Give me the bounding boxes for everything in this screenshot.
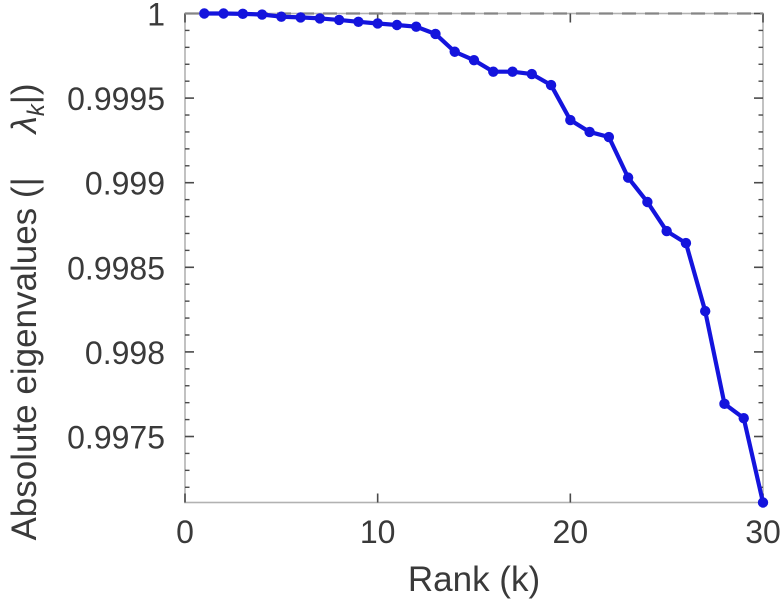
data-point-marker [218,8,229,19]
x-tick-label: 30 [745,514,781,550]
data-point-marker [622,172,634,183]
data-point-marker [468,55,480,66]
data-point-marker [430,28,441,40]
x-axis-label: Rank (k) [407,560,541,599]
data-point-marker [333,14,345,26]
data-point-marker [603,131,615,143]
data-point-marker [565,114,576,126]
data-point-marker [757,497,769,508]
x-tick-label: 0 [176,514,194,550]
x-tick-label: 10 [360,514,396,550]
data-point-marker [449,46,460,57]
lambda-symbol: λ [5,116,44,134]
data-point-marker [199,8,210,19]
data-point-marker [680,237,692,249]
data-point-marker [738,413,749,424]
y-tick-label: 0.9995 [67,81,165,117]
data-point-marker [391,19,403,31]
data-point-marker [411,21,422,32]
x-tick-label: 20 [553,514,589,550]
data-point-marker [353,16,364,27]
data-point-marker [545,79,557,91]
data-point-marker [256,9,268,20]
data-point-marker [372,18,383,29]
data-point-marker [276,11,287,22]
y-axis-label-text: Absolute eigenvalues (| [5,177,44,541]
y-axis-label: Absolute eigenvalues (| λk|) [5,83,50,541]
data-point-marker [642,196,653,208]
data-point-marker [700,305,711,317]
data-point-marker [314,13,326,24]
data-point-marker [526,68,537,80]
data-point-marker [507,66,518,77]
lambda-subscript: k [23,104,50,117]
data-point-marker [237,8,248,20]
y-tick-label: 0.998 [85,335,165,371]
data-point-marker [584,126,595,138]
y-tick-label: 1 [147,0,165,33]
data-point-marker [295,12,306,23]
y-tick-label: 0.9975 [67,420,165,456]
data-point-marker [661,225,672,237]
plot-frame [184,12,764,504]
y-axis-label-suffix: |) [5,83,44,105]
y-tick-label: 0.9985 [67,250,165,286]
data-point-marker [488,66,499,77]
data-point-marker [719,398,730,410]
y-tick-label: 0.999 [85,166,165,202]
